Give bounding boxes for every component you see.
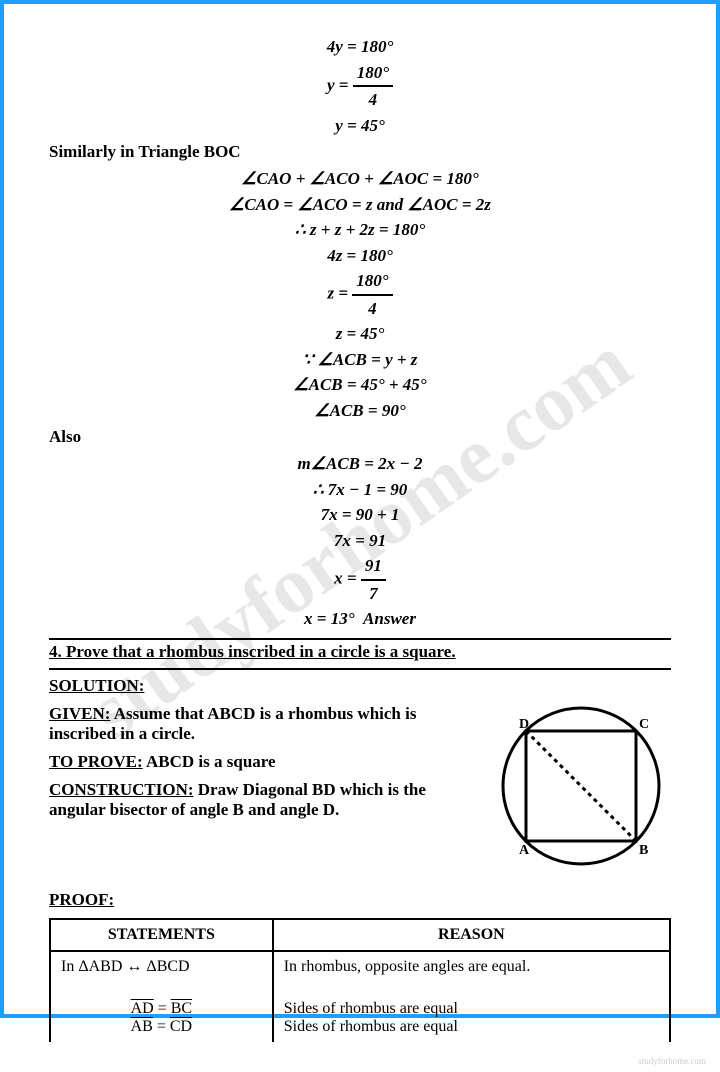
question-4: 4. Prove that a rhombus inscribed in a c… xyxy=(49,642,671,662)
proof-table: STATEMENTS REASON In ΔABD ↔ ΔBCD AD = BC… xyxy=(49,918,671,1042)
eq-12: ∠ACB = 90° xyxy=(49,398,671,424)
eq-8: z = 180°4 xyxy=(49,268,671,321)
circle-diagram: D C A B xyxy=(491,696,671,876)
construction-section: CONSTRUCTION: Draw Diagonal BD which is … xyxy=(49,780,481,820)
divider-top xyxy=(49,638,671,640)
svg-text:C: C xyxy=(639,717,649,732)
eq-18: x = 13° Answer xyxy=(49,606,671,632)
eq-7: 4z = 180° xyxy=(49,243,671,269)
eq-1: 4y = 180° xyxy=(49,34,671,60)
proof-heading: PROOF: xyxy=(49,890,671,910)
text-also: Also xyxy=(49,427,671,447)
corner-watermark: studyforhome.com xyxy=(638,1056,706,1066)
table-header-reason: REASON xyxy=(273,919,670,951)
toprove-section: TO PROVE: ABCD is a square xyxy=(49,752,481,772)
eq-13: m∠ACB = 2x − 2 xyxy=(49,451,671,477)
eq-10: ∵ ∠ACB = y + z xyxy=(49,347,671,373)
given-section: GIVEN: Assume that ABCD is a rhombus whi… xyxy=(49,704,481,744)
eq-16: 7x = 91 xyxy=(49,528,671,554)
eq-11: ∠ACB = 45° + 45° xyxy=(49,372,671,398)
solution-heading: SOLUTION: xyxy=(49,676,671,696)
eq-9: z = 45° xyxy=(49,321,671,347)
table-row: In ΔABD ↔ ΔBCD AD = BC AB = CD In rhombu… xyxy=(50,951,670,1042)
svg-text:B: B xyxy=(639,843,648,858)
table-header-statements: STATEMENTS xyxy=(50,919,273,951)
eq-6: ∴ z + z + 2z = 180° xyxy=(49,217,671,243)
divider-bottom xyxy=(49,668,671,670)
text-similarly: Similarly in Triangle BOC xyxy=(49,142,671,162)
eq-14: ∴ 7x − 1 = 90 xyxy=(49,477,671,503)
eq-5: ∠CAO = ∠ACO = z and ∠AOC = 2z xyxy=(49,192,671,218)
svg-text:A: A xyxy=(519,843,530,858)
eq-4: ∠CAO + ∠ACO + ∠AOC = 180° xyxy=(49,166,671,192)
eq-15: 7x = 90 + 1 xyxy=(49,502,671,528)
eq-2: y = 180°4 xyxy=(49,60,671,113)
svg-text:D: D xyxy=(519,717,529,732)
eq-17: x = 917 xyxy=(49,553,671,606)
eq-3: y = 45° xyxy=(49,113,671,139)
